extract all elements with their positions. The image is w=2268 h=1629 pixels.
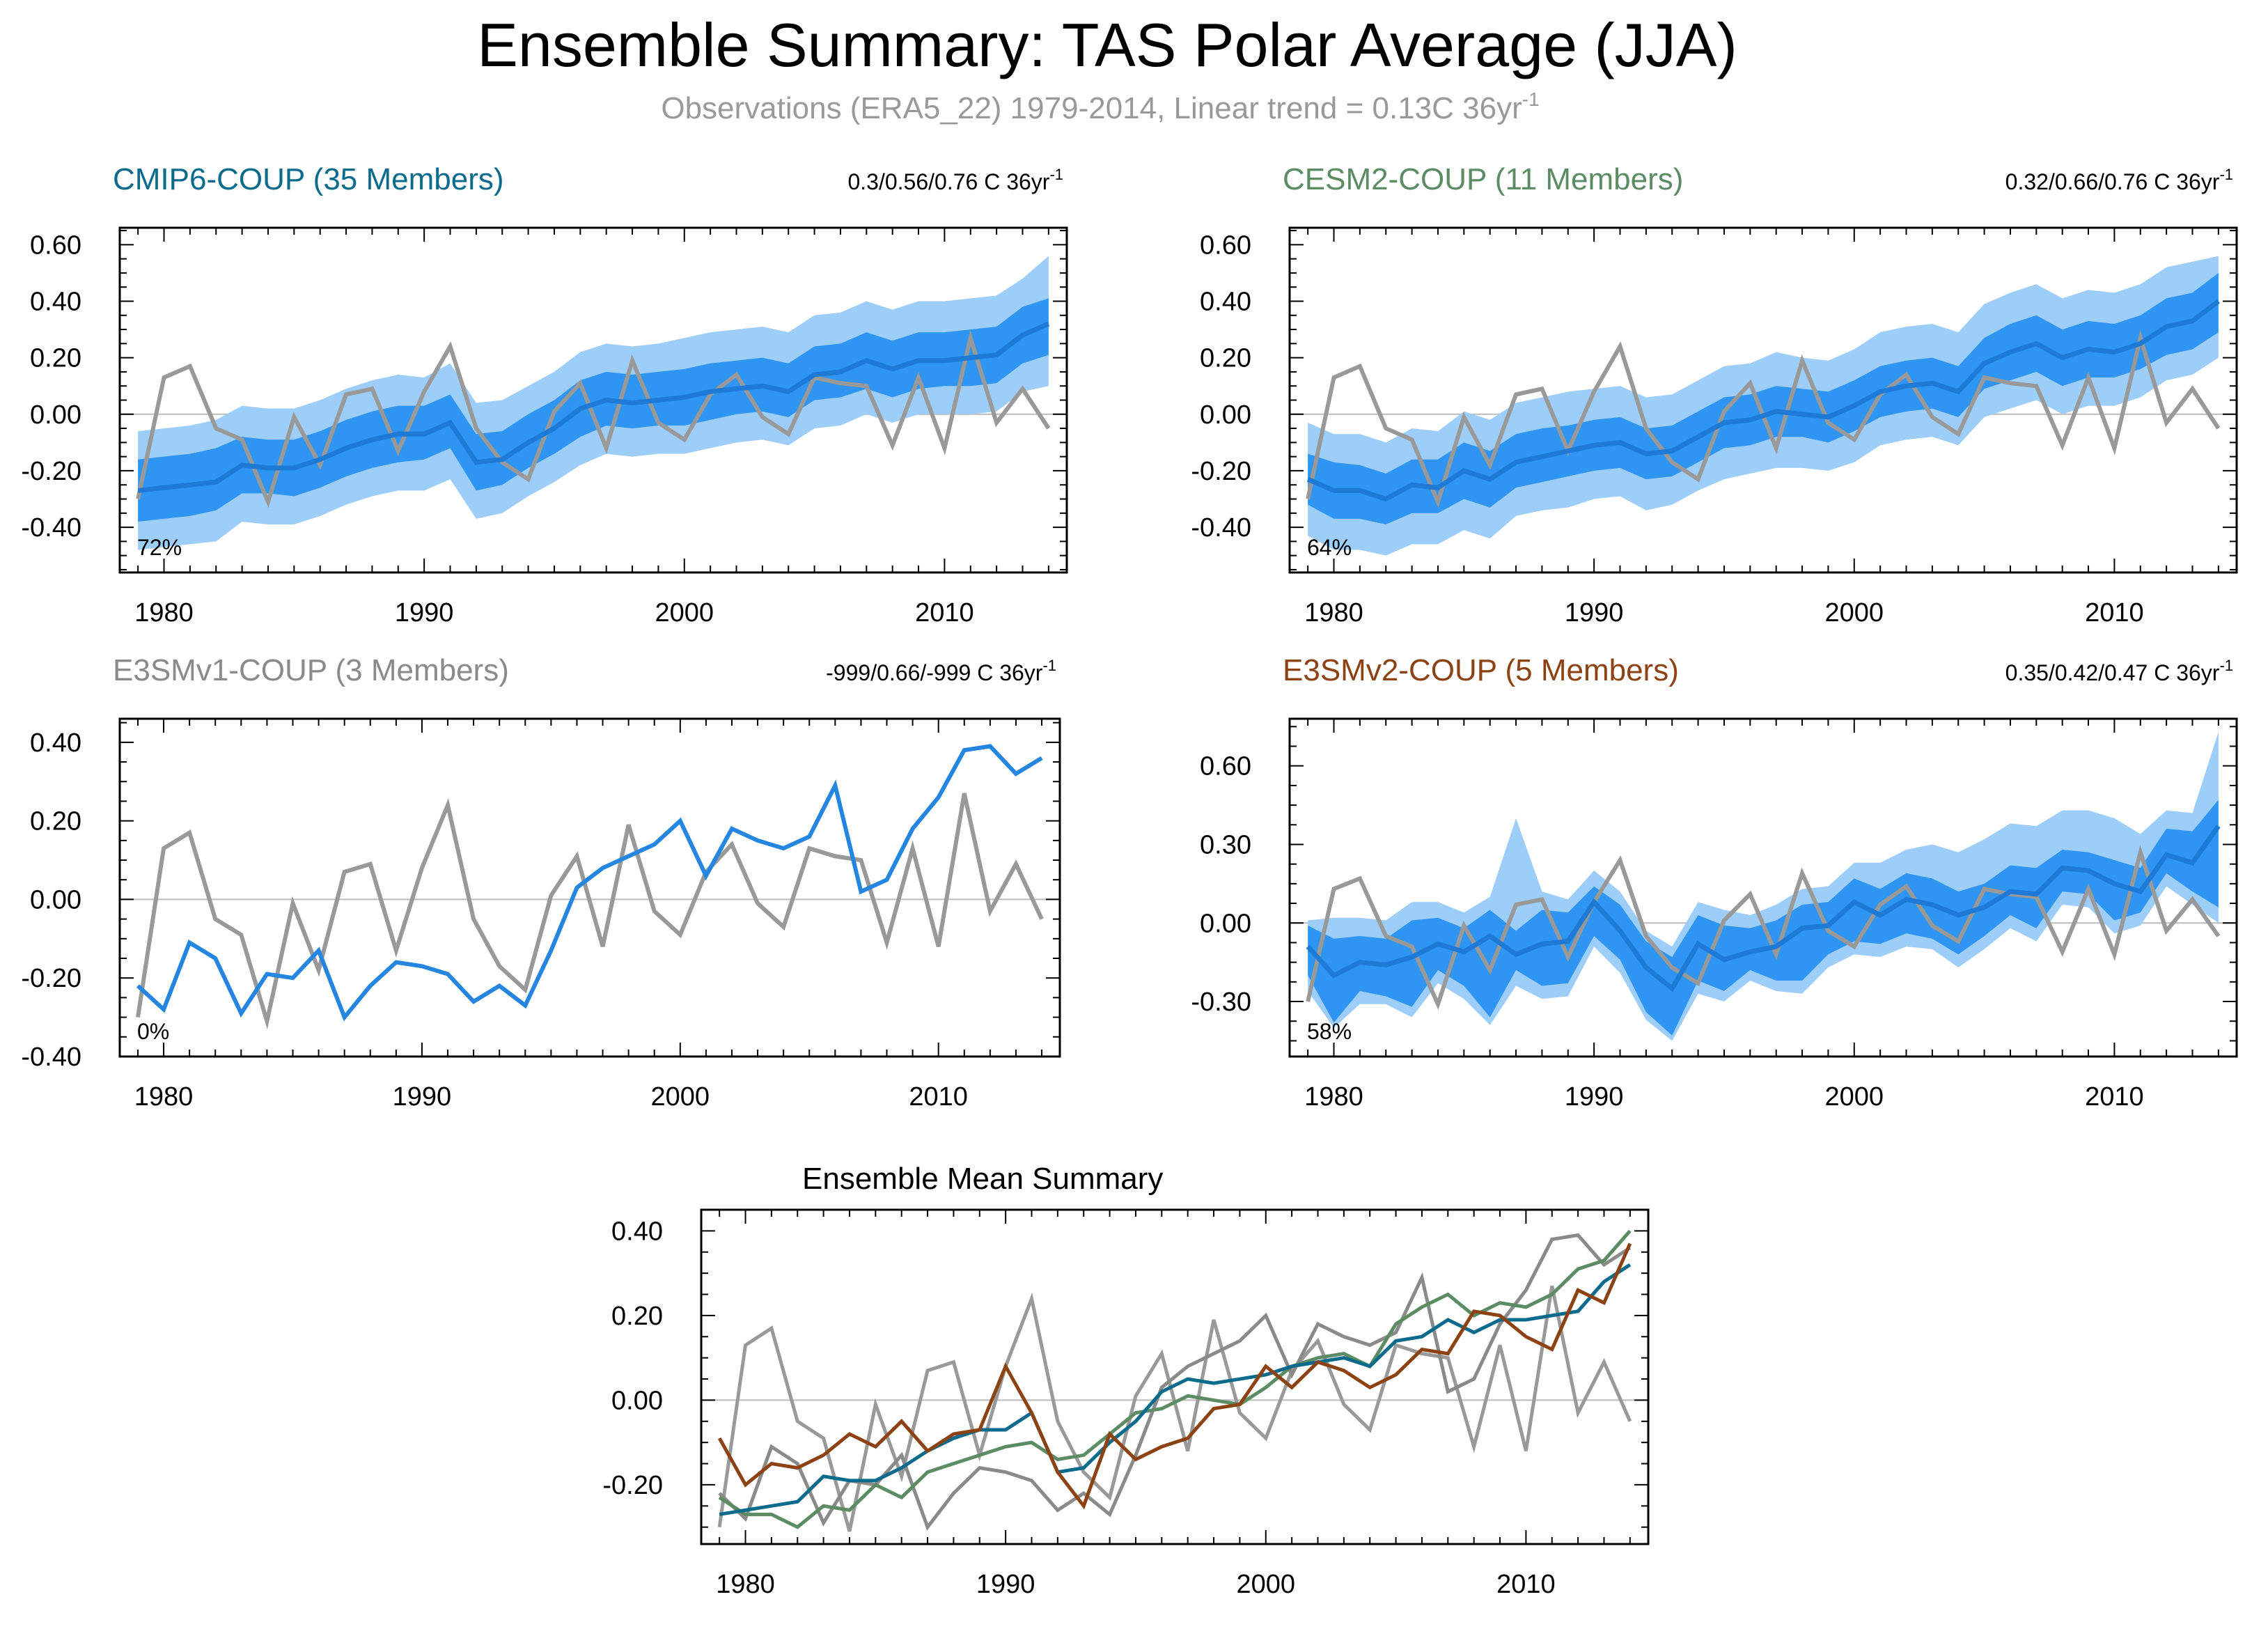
panel-title: CMIP6-COUP (35 Members): [113, 162, 504, 196]
x-tick-label: 2000: [1824, 598, 1884, 628]
x-tick-label: 2000: [651, 1082, 710, 1112]
y-tick-label: 0.20: [1200, 344, 1251, 373]
x-tick-label: 2010: [2085, 1082, 2144, 1112]
y-tick-label: 0.00: [1200, 400, 1251, 430]
panel-title: E3SMv2-COUP (5 Members): [1283, 653, 1679, 687]
y-tick-label: 0.00: [1200, 909, 1251, 938]
x-tick-label: 2000: [1236, 1570, 1295, 1599]
y-tick-label: 0.40: [30, 728, 81, 758]
ensemble-mean-line: [1306, 825, 2221, 992]
y-tick-label: 0.40: [611, 1217, 663, 1246]
observation-line: [1306, 845, 2221, 1011]
plot-frame: [700, 1208, 1650, 1545]
y-tick-label: -0.20: [602, 1471, 663, 1500]
y-tick-label: 0.00: [30, 885, 81, 914]
trend-text: 0.3/0.56/0.76 C 36yr: [847, 169, 1049, 194]
inner-spread-band: [1308, 272, 2219, 525]
panel-title: E3SMv1-COUP (3 Members): [113, 653, 509, 687]
x-tick-label: 1990: [976, 1570, 1035, 1599]
x-tick-label: 1990: [1565, 598, 1624, 628]
x-tick-label: 1980: [1304, 1082, 1363, 1112]
subtitle-superscript: -1: [1522, 88, 1540, 110]
trend-superscript: -1: [1049, 166, 1063, 183]
trend-superscript: -1: [2219, 657, 2233, 674]
series-line-cmip6: [719, 1263, 1632, 1516]
x-tick-label: 2010: [909, 1082, 968, 1112]
y-tick-label: 0.40: [30, 287, 81, 316]
y-tick-label: 0.20: [30, 807, 81, 836]
panel-mean: Ensemble Mean Summary 1980 1990 2000 2010 -0.…: [602, 1162, 1650, 1599]
trend-label: 0.32/0.66/0.76 C 36yr-1: [2005, 166, 2233, 194]
y-tick-label: 0.20: [611, 1302, 663, 1331]
y-tick-label: 0.20: [30, 344, 81, 373]
plot-area: [120, 744, 1060, 1030]
trend-superscript: -1: [2219, 166, 2233, 183]
y-tick-label: -0.20: [1191, 457, 1251, 486]
trend-text: 0.35/0.42/0.47 C 36yr: [2005, 660, 2220, 685]
x-tick-label: 2000: [655, 598, 714, 628]
plot-area: [1290, 256, 2237, 556]
y-tick-label: 0.00: [30, 400, 81, 430]
percent-label: 64%: [1307, 535, 1352, 560]
y-tick-label: -0.20: [21, 457, 81, 486]
ensemble-member-line: [136, 744, 1043, 1022]
panel-e3smv1: E3SMv1-COUP (3 Members) -999/0.66/-999 C …: [21, 653, 1061, 1112]
x-tick-label: 1980: [134, 598, 194, 628]
inner-spread-band: [1308, 800, 2219, 1036]
plot-area: [120, 256, 1067, 550]
percent-label: 58%: [1307, 1019, 1352, 1044]
panel-cesm2: CESM2-COUP (11 Members) 0.32/0.66/0.76 C …: [1191, 162, 2238, 628]
x-tick-label: 1980: [716, 1570, 775, 1599]
plot-area: [701, 1229, 1648, 1532]
x-tick-label: 2000: [1824, 1082, 1884, 1112]
x-tick-label: 2010: [915, 598, 974, 628]
y-tick-label: 0.60: [1200, 752, 1251, 781]
percent-label: 72%: [137, 535, 182, 560]
subtitle-text: Observations (ERA5_22) 1979-2014, Linear…: [661, 91, 1522, 125]
plot-area: [1290, 731, 2237, 1041]
y-tick-label: 0.60: [1200, 231, 1251, 260]
x-tick-label: 1990: [395, 598, 454, 628]
series-line-e3smv1: [718, 1233, 1632, 1531]
x-tick-label: 1990: [393, 1082, 452, 1112]
trend-superscript: -1: [1042, 657, 1056, 674]
panel-title: Ensemble Mean Summary: [802, 1162, 1163, 1196]
ensemble-mean-line: [137, 321, 1050, 493]
y-tick-label: 0.40: [1200, 287, 1251, 316]
observation-line: [136, 329, 1051, 508]
percent-label: 0%: [137, 1019, 169, 1044]
trend-label: 0.3/0.56/0.76 C 36yr-1: [847, 166, 1063, 194]
y-tick-label: -0.40: [21, 1043, 81, 1072]
trend-text: -999/0.66/-999 C 36yr: [826, 660, 1043, 685]
panel-cmip6: CMIP6-COUP (35 Members) 0.3/0.56/0.76 C 3…: [21, 162, 1068, 628]
x-tick-label: 2010: [2085, 598, 2144, 628]
y-tick-label: 0.30: [1200, 830, 1251, 859]
figure-title: Ensemble Summary: TAS Polar Average (JJA…: [477, 10, 1737, 79]
trend-label: -999/0.66/-999 C 36yr-1: [826, 657, 1056, 685]
y-tick-label: 0.60: [30, 231, 81, 260]
plot-frame: [1288, 717, 2238, 1058]
y-tick-label: -0.20: [21, 964, 81, 993]
plot-frame: [118, 717, 1061, 1058]
y-tick-label: -0.40: [21, 513, 81, 543]
y-tick-label: -0.40: [1191, 513, 1251, 543]
panel-title: CESM2-COUP (11 Members): [1283, 162, 1683, 196]
x-tick-label: 1980: [1304, 598, 1363, 628]
y-tick-label: -0.30: [1191, 988, 1251, 1017]
trend-label: 0.35/0.42/0.47 C 36yr-1: [2005, 657, 2233, 685]
observation-line: [135, 793, 1044, 1030]
panels-group: CMIP6-COUP (35 Members) 0.3/0.56/0.76 C 3…: [21, 162, 2238, 1599]
figure-subtitle: Observations (ERA5_22) 1979-2014, Linear…: [661, 88, 1539, 125]
trend-text: 0.32/0.66/0.76 C 36yr: [2005, 169, 2220, 194]
x-tick-label: 1990: [1565, 1082, 1624, 1112]
series-line-e3smv2: [717, 1242, 1632, 1510]
x-tick-label: 1980: [134, 1082, 194, 1112]
inner-spread-band: [138, 298, 1049, 522]
ensemble-mean-line: [1306, 299, 2220, 502]
y-tick-label: 0.00: [611, 1386, 663, 1415]
panel-e3smv2: E3SMv2-COUP (5 Members) 0.35/0.42/0.47 C …: [1191, 653, 2238, 1112]
x-tick-label: 2010: [1496, 1570, 1556, 1599]
